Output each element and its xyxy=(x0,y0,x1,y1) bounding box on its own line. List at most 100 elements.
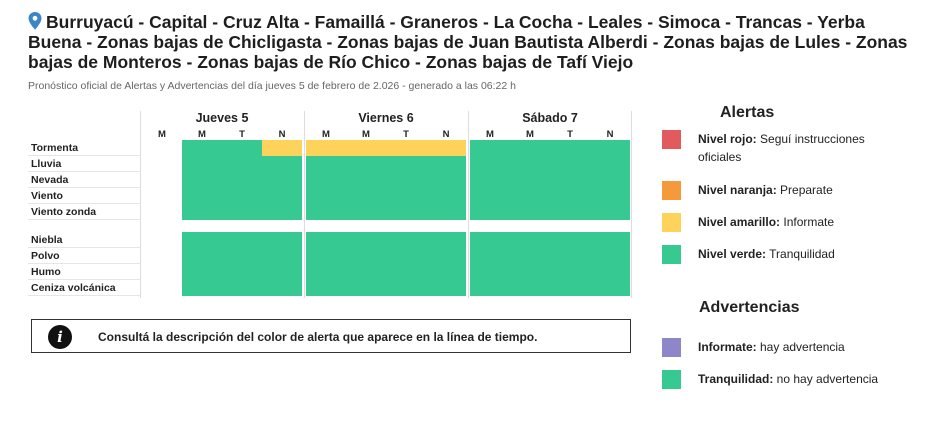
alert-cell xyxy=(182,172,222,188)
alert-cell xyxy=(306,140,346,156)
slot-label: M xyxy=(486,129,494,140)
alert-cell xyxy=(386,204,426,220)
advisory-cell xyxy=(386,232,426,248)
timeline-row-label: Nevada xyxy=(31,174,69,186)
advisory-cell xyxy=(590,248,630,264)
alert-cell xyxy=(262,204,302,220)
slot-label: T xyxy=(567,129,573,140)
alert-cell xyxy=(510,172,550,188)
alert-cell xyxy=(306,188,346,204)
alert-cell xyxy=(470,188,510,204)
alert-cell xyxy=(470,140,510,156)
location-title-text: Burruyacú - Capital - Cruz Alta - Famail… xyxy=(28,12,908,72)
advisory-cell xyxy=(346,280,386,296)
advisory-cell xyxy=(182,248,222,264)
legend-text: Nivel verde: Tranquilidad xyxy=(698,245,898,263)
slot-label: T xyxy=(239,129,245,140)
legend-alerts-title: Alertas xyxy=(720,104,775,121)
row-divider xyxy=(28,155,140,156)
legend-level-desc: Preparate xyxy=(776,183,833,197)
alert-cell xyxy=(510,188,550,204)
alert-cell xyxy=(306,172,346,188)
advisory-cell xyxy=(262,264,302,280)
alert-cell xyxy=(590,172,630,188)
legend-level-desc: Informate xyxy=(780,215,835,229)
timeline-row-label: Humo xyxy=(31,266,61,278)
timeline-row-label: Niebla xyxy=(31,234,63,246)
advisory-cell xyxy=(262,248,302,264)
alert-cell xyxy=(426,172,466,188)
advisory-cell xyxy=(470,280,510,296)
alert-cell xyxy=(222,204,262,220)
alert-cell xyxy=(590,188,630,204)
legend-level-desc: no hay advertencia xyxy=(773,372,879,386)
advisory-cell xyxy=(550,280,590,296)
day-separator xyxy=(304,111,305,298)
location-pin-icon xyxy=(28,12,42,30)
timeline-row-label: Viento zonda xyxy=(31,206,97,218)
advisory-cell xyxy=(470,232,510,248)
advisory-cell xyxy=(550,248,590,264)
info-box: i Consultá la descripción del color de a… xyxy=(31,319,631,353)
info-text: Consultá la descripción del color de ale… xyxy=(98,330,538,344)
alert-cell xyxy=(426,188,466,204)
advisory-cell xyxy=(470,248,510,264)
alert-cell xyxy=(182,156,222,172)
legend-level-name: Tranquilidad: xyxy=(698,372,774,386)
alert-cell xyxy=(470,204,510,220)
alert-cell xyxy=(426,204,466,220)
advisory-cell xyxy=(182,264,222,280)
timeline-row-label: Viento xyxy=(31,190,63,202)
alert-cell xyxy=(550,188,590,204)
alert-cell xyxy=(262,188,302,204)
advisory-cell xyxy=(222,232,262,248)
alert-cell xyxy=(590,204,630,220)
alert-cell xyxy=(346,140,386,156)
day-header: Jueves 5 xyxy=(195,111,249,125)
alert-cell xyxy=(386,188,426,204)
info-icon: i xyxy=(48,325,72,349)
legend-swatch xyxy=(662,370,681,389)
legend-level-name: Nivel naranja: xyxy=(698,183,777,197)
timeline-row-label: Tormenta xyxy=(31,142,79,154)
advisory-cell xyxy=(346,248,386,264)
alert-cell xyxy=(386,156,426,172)
legend-level-desc: Tranquilidad xyxy=(766,247,835,261)
legend-swatch xyxy=(662,130,681,149)
advisory-cell xyxy=(346,264,386,280)
alert-cell xyxy=(182,140,222,156)
page-title: Burruyacú - Capital - Cruz Alta - Famail… xyxy=(28,12,923,72)
row-divider xyxy=(28,203,140,204)
alert-cell xyxy=(262,156,302,172)
day-header: Sábado 7 xyxy=(522,111,578,125)
slot-label: N xyxy=(606,129,614,140)
advisory-cell xyxy=(346,232,386,248)
alert-cell xyxy=(306,204,346,220)
advisory-cell xyxy=(306,248,346,264)
advisory-cell xyxy=(222,280,262,296)
legend-swatch xyxy=(662,245,681,264)
alert-cell xyxy=(222,156,262,172)
alert-cell xyxy=(346,156,386,172)
alert-cell xyxy=(346,188,386,204)
row-divider xyxy=(28,247,140,248)
alert-cell xyxy=(346,204,386,220)
slot-label: N xyxy=(442,129,450,140)
slot-label: M xyxy=(158,129,166,140)
alert-cell xyxy=(182,204,222,220)
day-header: Viernes 6 xyxy=(358,111,414,125)
legend-level-desc: Seguí instrucciones oficiales xyxy=(698,132,865,164)
forecast-subtitle: Pronóstico oficial de Alertas y Adverten… xyxy=(28,80,516,92)
legend-text: Nivel rojo: Seguí instrucciones oficiale… xyxy=(698,130,898,166)
alert-cell xyxy=(510,156,550,172)
alert-cell xyxy=(550,172,590,188)
alert-cell xyxy=(590,140,630,156)
advisory-cell xyxy=(510,248,550,264)
legend-advisories-title: Advertencias xyxy=(699,299,800,316)
advisory-cell xyxy=(222,248,262,264)
advisory-cell xyxy=(590,280,630,296)
alert-cell xyxy=(262,172,302,188)
legend-level-name: Nivel amarillo: xyxy=(698,215,781,229)
alert-cell xyxy=(222,140,262,156)
day-separator xyxy=(468,111,469,298)
